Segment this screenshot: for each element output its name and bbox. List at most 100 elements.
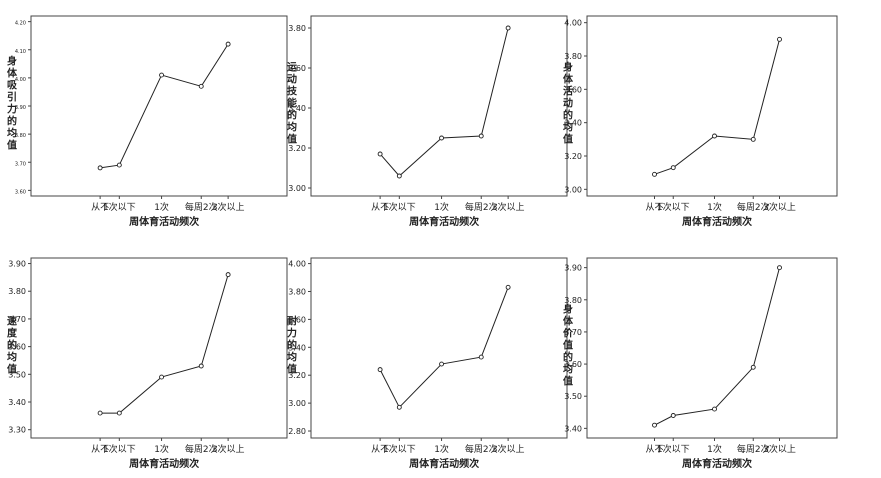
data-point [377,151,383,157]
y-tick-label: 3.20 [564,152,582,161]
x-tick-label: 3次以上 [763,443,796,455]
x-tick-label: 1次以下 [103,443,136,455]
data-point [712,406,717,412]
data-point [116,162,122,168]
plot-frame [586,257,838,439]
data-point [116,410,122,416]
y-axis-title: 身体价值的均值 [563,302,574,387]
data-point [777,36,782,42]
y-axis-title: 速度的均值 [7,314,18,375]
data-point [505,25,511,31]
data-point [478,133,484,139]
y-tick-label: 3.80 [288,287,306,296]
x-tick-label: 每周2次 [465,443,498,455]
series-line [654,267,780,426]
y-tick-label: 3.20 [288,144,306,153]
data-point [439,361,445,367]
y-tick-label: 4.10 [15,49,26,55]
data-point [97,165,103,171]
y-axis-title: 耐力的均值 [287,314,297,375]
x-tick-label: 3次以上 [212,443,245,455]
data-point [505,284,511,290]
y-tick-label: 3.70 [15,161,26,167]
data-point [652,422,657,428]
y-tick-label: 3.80 [564,296,582,305]
x-tick-label: 1次 [434,201,449,213]
x-axis-title: 周体育活动频次 [129,215,199,228]
y-tick-label: 3.50 [8,370,26,379]
x-tick-label: 3次以上 [492,443,525,455]
x-axis-title: 周体育活动频次 [129,457,199,470]
y-axis-title: 身体吸引力的均值 [7,54,18,151]
x-tick-label: 每周2次 [185,201,218,213]
x-tick-label: 1次以下 [657,201,690,213]
x-tick-label: 从不 [371,444,389,455]
series-line [100,43,229,169]
data-point [750,364,756,370]
x-tick-label: 从不 [91,444,109,455]
x-tick-label: 每周2次 [737,443,770,455]
y-tick-label: 3.80 [8,287,26,296]
series-line [379,287,509,409]
data-point [225,41,231,47]
x-axis-title: 周体育活动频次 [682,457,752,470]
series-line [654,39,780,175]
y-axis-title: 身体活动的均值 [563,60,574,145]
y-tick-label: 3.20 [288,371,306,380]
data-point [652,171,657,177]
x-tick-label: 1次以下 [103,201,136,213]
y-tick-label: 3.90 [564,264,582,273]
data-point [159,374,165,380]
y-tick-label: 3.40 [288,343,306,352]
data-point [225,272,231,278]
data-point [377,367,383,373]
data-point [439,135,445,141]
x-axis-title: 周体育活动频次 [682,215,752,228]
y-tick-label: 3.50 [564,392,582,401]
y-tick-label: 3.00 [564,185,582,194]
x-tick-label: 1次 [154,201,169,213]
data-point [396,404,402,410]
y-axis-title: 运动技能的均值 [287,61,298,145]
data-point [97,410,103,416]
y-tick-label: 4.00 [15,77,26,83]
x-axis-title: 周体育活动频次 [409,457,479,470]
y-tick-label: 3.60 [564,85,582,94]
x-tick-label: 1次 [154,443,169,455]
plot-frame [310,15,568,197]
x-tick-label: 1次 [707,201,722,213]
plot-frame [310,257,568,439]
x-tick-label: 1次以下 [657,443,690,455]
y-tick-label: 3.70 [564,328,582,337]
data-point [750,136,756,142]
y-tick-label: 3.40 [288,104,306,113]
y-tick-label: 3.80 [288,24,306,33]
x-tick-label: 3次以上 [492,201,525,213]
data-point [478,354,484,360]
plot-frame [30,257,288,439]
data-point [712,133,717,139]
y-tick-label: 3.60 [15,189,26,195]
data-point [159,72,165,78]
y-tick-label: 3.30 [8,426,26,435]
x-tick-label: 从不 [91,202,109,213]
data-point [777,265,782,271]
y-tick-label: 4.20 [15,21,26,27]
series-line [379,27,509,177]
x-tick-label: 1次以下 [383,443,416,455]
x-tick-label: 1次 [434,443,449,455]
data-point [396,173,402,179]
x-tick-label: 从不 [371,202,389,213]
x-tick-label: 每周2次 [737,201,770,213]
x-tick-label: 3次以上 [212,201,245,213]
data-point [198,83,204,89]
y-tick-label: 3.00 [288,399,306,408]
plot-frame [30,15,288,197]
y-tick-label: 3.80 [564,52,582,61]
